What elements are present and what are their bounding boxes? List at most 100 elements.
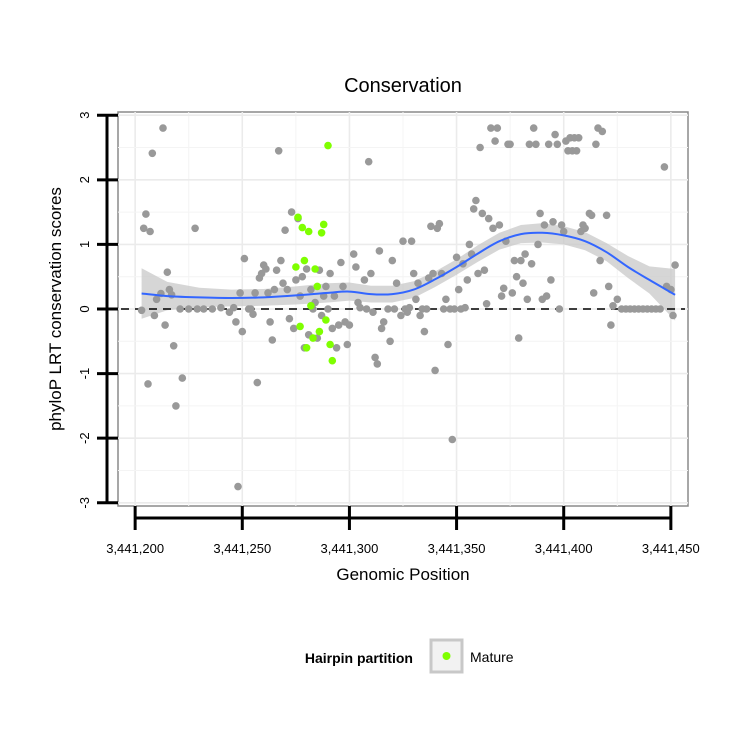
point-other (337, 258, 345, 267)
point-other (307, 285, 315, 294)
point-other (283, 285, 292, 294)
point-other (371, 353, 379, 362)
point-other (497, 292, 506, 300)
point-other (161, 321, 169, 329)
point-other (553, 140, 562, 149)
point-other (613, 295, 622, 304)
y-tick-label: 1 (77, 241, 92, 248)
point-other (581, 224, 589, 233)
point-other (163, 268, 172, 277)
x-tick-label: 3,441,450 (642, 541, 700, 556)
point-other (292, 276, 300, 284)
point-other (547, 276, 555, 284)
point-other (270, 285, 279, 294)
point-other (439, 305, 448, 313)
point-other (414, 279, 422, 288)
point-other (476, 143, 484, 152)
point-other (420, 327, 429, 336)
point-other (598, 127, 607, 136)
point-other (249, 310, 257, 319)
y-axis: -3 -2 -1 0 1 2 3 (77, 112, 118, 509)
x-axis: 3,441,200 3,441,250 3,441,300 3,441,350 3,44… (106, 506, 700, 556)
point-mature (307, 302, 315, 310)
point-other (596, 256, 604, 265)
point-other (480, 266, 489, 275)
point-other (508, 289, 517, 297)
point-other (574, 134, 583, 142)
point-other (407, 237, 416, 245)
point-other (534, 240, 542, 249)
point-other (193, 305, 202, 313)
point-other (150, 311, 159, 320)
point-mature (294, 213, 302, 222)
point-other (510, 256, 519, 265)
point-other (388, 256, 397, 265)
point-other (409, 269, 418, 278)
y-tick-label: -3 (77, 497, 92, 509)
point-other (281, 226, 289, 234)
point-other (328, 324, 337, 333)
point-other (208, 305, 217, 313)
point-other (362, 305, 371, 313)
point-mature (322, 316, 330, 324)
point-other (660, 163, 669, 171)
point-other (332, 344, 341, 352)
y-tick-label: -1 (77, 368, 92, 380)
x-axis-title: Genomic Position (336, 565, 469, 584)
point-other (669, 311, 677, 320)
point-other (339, 282, 347, 291)
point-other (555, 305, 564, 313)
point-other (349, 250, 358, 258)
point-other (461, 303, 469, 312)
x-tick-label: 3,441,250 (213, 541, 271, 556)
y-tick-label: -2 (77, 432, 92, 444)
point-mature (298, 223, 307, 232)
point-other (178, 374, 187, 382)
point-other (549, 218, 557, 226)
point-other (397, 311, 405, 320)
point-other (435, 219, 444, 228)
x-tick-label: 3,441,300 (321, 541, 379, 556)
x-tick-label: 3,441,350 (428, 541, 486, 556)
x-tick-label: 3,441,400 (535, 541, 593, 556)
point-other (544, 140, 553, 149)
y-tick-label: 3 (77, 112, 92, 119)
legend-key (429, 638, 464, 674)
point-other (330, 292, 339, 300)
point-mature (315, 327, 324, 336)
point-other (444, 340, 452, 349)
point-other (517, 256, 525, 265)
point-other (375, 247, 384, 255)
point-other (609, 302, 617, 310)
point-other (472, 196, 480, 205)
point-other (343, 340, 352, 349)
point-other (587, 211, 596, 220)
point-other (386, 337, 394, 346)
point-other (478, 209, 487, 218)
point-other (656, 305, 664, 313)
y-tick-label: 2 (77, 176, 92, 183)
point-other (465, 240, 474, 249)
point-other (607, 321, 615, 329)
point-other (450, 305, 459, 313)
point-mature (311, 265, 319, 273)
point-other (172, 402, 180, 410)
point-other (519, 279, 527, 288)
point-other (557, 221, 566, 229)
point-mature (328, 356, 337, 365)
point-other (499, 284, 508, 293)
legend-title: Hairpin partition (305, 650, 413, 666)
point-other (542, 292, 551, 300)
y-axis-title: phyloP LRT conservation scores (46, 187, 65, 431)
point-other (369, 308, 377, 317)
point-other (238, 327, 247, 336)
point-other (390, 305, 399, 313)
point-other (253, 378, 262, 387)
point-other (146, 227, 154, 236)
point-other (240, 254, 249, 263)
point-other (482, 300, 491, 308)
point-other (199, 305, 208, 313)
point-other (489, 224, 497, 233)
point-other (416, 311, 424, 320)
